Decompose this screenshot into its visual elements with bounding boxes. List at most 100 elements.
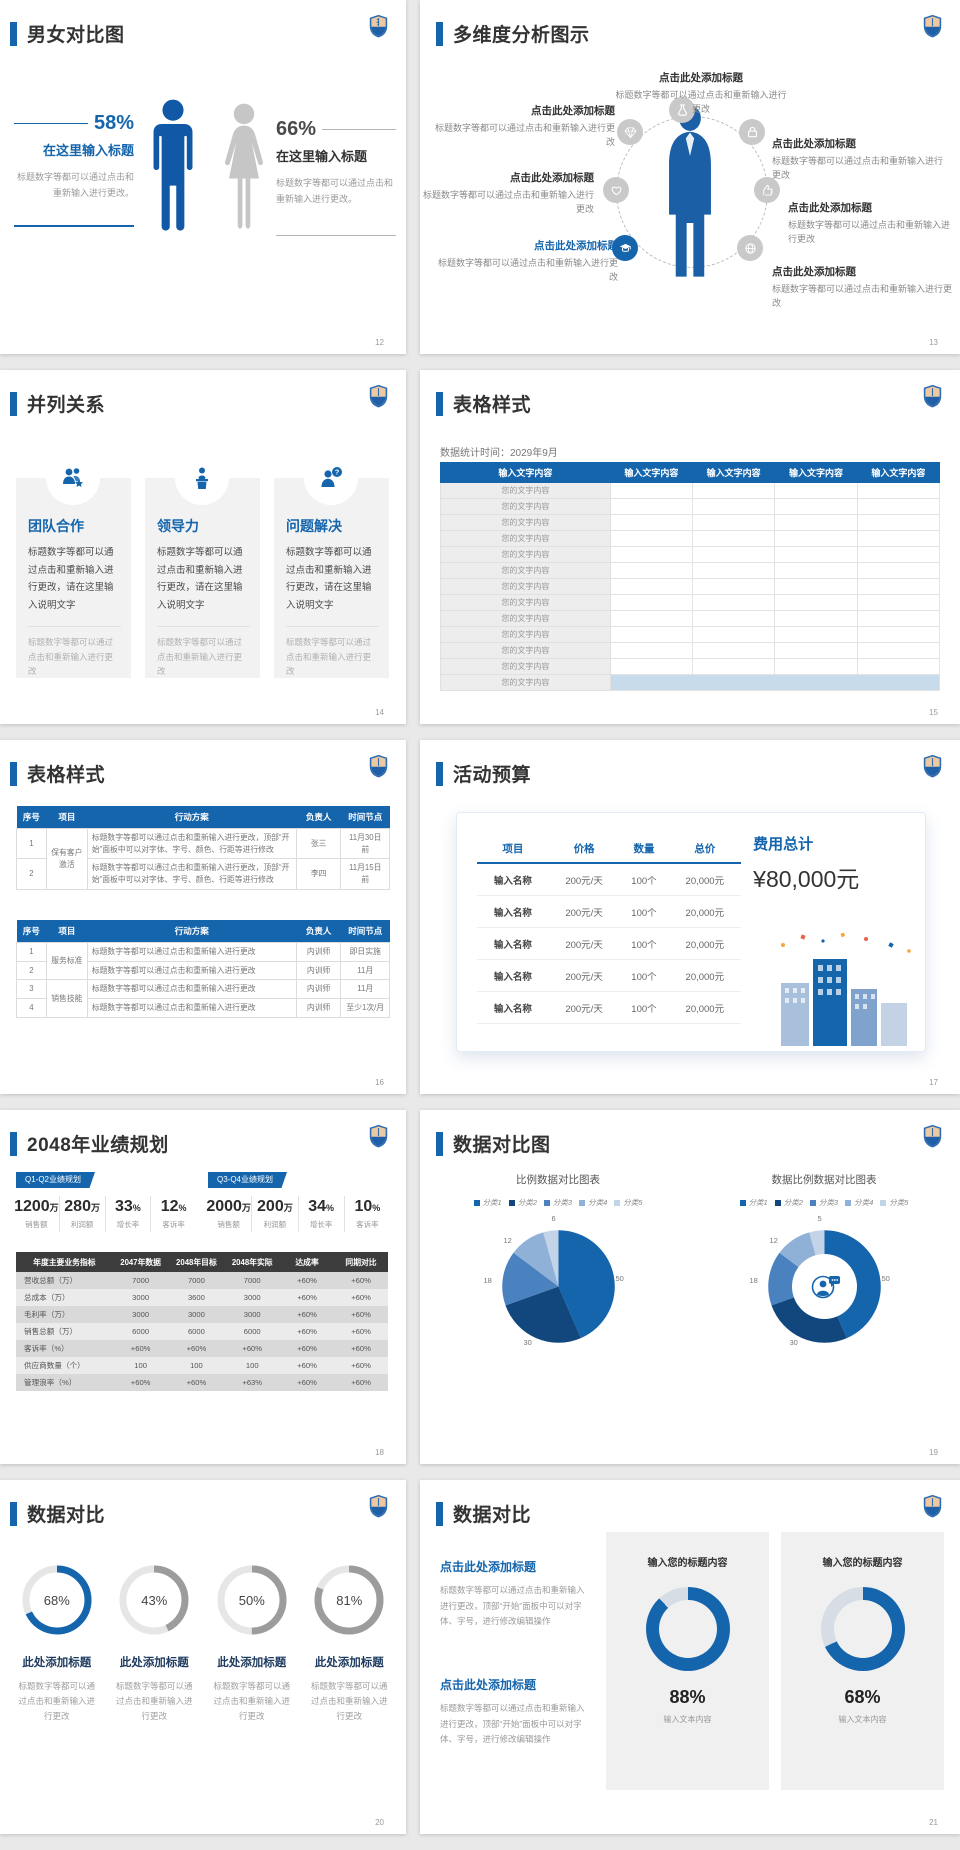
chart-legend: 分类1 分类2 分类3 分类4 分类5 [438, 1197, 678, 1208]
column-header: 2047年数据 [112, 1252, 169, 1272]
donut-chart: 50 30 18 12 5 [750, 1214, 890, 1349]
shield-logo-icon [923, 754, 942, 783]
table-header-row: 输入文字内容 输入文字内容 输入文字内容 输入文字内容 输入文字内容 [440, 462, 941, 483]
table-row: 您的文字内容 [440, 530, 941, 547]
metrics-q1-q2: 1200万 销售额 280万 利润额 33% 增长率 12% 客诉率 [14, 1196, 196, 1232]
column-header: 时间节点 [340, 920, 390, 943]
gauge-heading: 此处添加标题 [314, 1657, 384, 1669]
legend-swatch [845, 1199, 852, 1206]
table-row: 您的文字内容 [440, 626, 941, 643]
gauge-percent: 81% [336, 1592, 363, 1608]
table-row: 2 标题数字等都可以通过点击和重新输入进行更改，顶部“开始”面板中可以对字体、字… [16, 858, 390, 890]
pie-label: 30 [523, 1338, 532, 1347]
legend-item: 分类4 [845, 1197, 873, 1208]
table-row: 营收总额（万） 7000 7000 7000 +60% +60% [16, 1272, 388, 1289]
slide-title: 男女对比图 [10, 20, 125, 47]
column-header: 行动方案 [87, 920, 297, 943]
thumbs-up-icon [754, 177, 780, 203]
table-row: 4 标题数字等都可以通过点击和重新输入进行更改 内训师 至少1次/月 [16, 998, 390, 1018]
legend-swatch [579, 1199, 586, 1206]
column-header: 输入文字内容 [440, 462, 611, 483]
slide-19-data-comparison-charts[interactable]: 数据对比图 比例数据对比图表 分类1 分类2 分类3 分类4 分类5 [420, 1110, 960, 1464]
column-header: 行动方案 [87, 806, 297, 829]
donut-label: 50 [881, 1274, 890, 1283]
table-row: 输入名称 200元/天 100个 20,000元 [477, 991, 742, 1024]
table-row: 您的文字内容 [440, 610, 941, 627]
table-row: 您的文字内容 [440, 482, 941, 499]
panel-title: 输入您的标题内容 [822, 1558, 903, 1569]
shield-logo-icon [369, 1494, 388, 1523]
slide-14-parallel-relation[interactable]: 并列关系 团队合作 标题数字等都可以通过点击和重新输入进行更改，请在这里输入说明… [0, 370, 406, 724]
legend-swatch [739, 1199, 746, 1206]
donut-hole [658, 1600, 717, 1658]
title-accent-bar [10, 761, 17, 786]
parallel-cards: 团队合作 标题数字等都可以通过点击和重新输入进行更改，请在这里输入说明文字 标题… [16, 451, 389, 678]
column-header: 输入文字内容 [609, 462, 693, 483]
column-header: 价格 [548, 835, 620, 864]
shield-logo-icon [923, 14, 942, 43]
page-number: 14 [375, 708, 384, 717]
slide-13-multi-dimension-analysis[interactable]: 多维度分析图示 点击此处添加标题 标题数字等都可以通过点击和重新输入进行更改 点… [420, 0, 960, 354]
legend-swatch [508, 1199, 515, 1206]
table-row: 您的文字内容 [440, 546, 941, 563]
shield-logo-icon [369, 384, 388, 413]
page-number: 21 [929, 1818, 938, 1827]
gauge-caption: 标题数字等都可以通过点击和重新输入进行更改 [213, 1681, 290, 1721]
legend-swatch [809, 1199, 816, 1206]
data-period-note: 数据统计时间：2029年9月 [440, 448, 558, 459]
table-row: 3 销售技能 标题数字等都可以通过点击和重新输入进行更改 内训师 11月 [16, 979, 390, 1018]
title-accent-bar [436, 1131, 443, 1156]
gauge-block: 81% 此处添加标题 标题数字等都可以通过点击和重新输入进行更改 [301, 1564, 399, 1724]
column-header: 同期对比 [334, 1252, 388, 1272]
callout-lower-right: 点击此处添加标题 标题数字等都可以通过点击和重新输入进行更改 [772, 266, 953, 309]
shield-logo-icon [923, 384, 942, 413]
column-header: 输入文字内容 [856, 462, 941, 483]
slide-12-male-female-comparison[interactable]: 男女对比图 58% 在这里输入标题 标题数字等都可以通过点击和重新输入进行更改。 [0, 0, 406, 354]
panel-percent: 88% [669, 1687, 706, 1707]
diamond-icon [617, 119, 643, 145]
table-row: 1 服务标准 标题数字等都可以通过点击和重新输入进行更改 内训师 即日实施 [16, 941, 390, 981]
stat-panel: 输入您的标题内容 68% 输入文本内容 [781, 1532, 944, 1790]
slide-17-activity-budget[interactable]: 活动预算 项目 价格 数量 总价 [420, 740, 960, 1094]
slide-18-performance-plan[interactable]: 2048年业绩规划 Q1-Q2业绩规划 Q3-Q4业绩规划 1200万 销售额 … [0, 1110, 406, 1464]
problem-solving-icon: ? [304, 451, 358, 505]
pie-label: 50 [615, 1274, 624, 1283]
shield-logo-icon [369, 14, 388, 43]
callout-top: 点击此处添加标题 标题数字等都可以通过点击和重新输入进行更改 [615, 72, 787, 115]
table-row: 输入名称 200元/天 100个 20,000元 [477, 863, 742, 896]
female-stat-heading: 在这里输入标题 [276, 149, 368, 164]
panel-percent: 68% [844, 1687, 881, 1707]
title-accent-bar [436, 391, 443, 416]
gauge-caption: 标题数字等都可以通过点击和重新输入进行更改 [310, 1681, 388, 1721]
page-title: 男女对比图 [27, 25, 125, 46]
donut-label: 18 [749, 1276, 758, 1285]
budget-summary: 费用总计 ¥80,000元 [747, 813, 925, 1051]
page-title: 表格样式 [27, 765, 106, 786]
title-accent-bar [10, 1131, 17, 1156]
donut-hole [833, 1600, 892, 1658]
table-row: 您的文字内容 [440, 562, 941, 579]
slide-16-table-style-plans[interactable]: 表格样式 序号 项目 行动方案 负责人 时间节点 1 [0, 740, 406, 1094]
table-row: 供应商数量（个） 100 100 100 +60% +60% [16, 1357, 388, 1374]
ribbon-q1-q2: Q1-Q2业绩规划 [16, 1172, 96, 1188]
column-header: 时间节点 [340, 806, 390, 829]
donut-label: 5 [817, 1214, 822, 1223]
ribbon-q3-q4: Q3-Q4业绩规划 [208, 1172, 288, 1188]
gauge-caption: 标题数字等都可以通过点击和重新输入进行更改 [115, 1681, 193, 1721]
shield-logo-icon [369, 1124, 388, 1153]
table-row: 您的文字内容 [440, 514, 941, 531]
slide-15-table-style[interactable]: 表格样式 数据统计时间：2029年9月 输入文字内容 输入文字内容 输入文字内容 输入… [420, 370, 960, 724]
svg-text:?: ? [335, 468, 340, 477]
column-header: 数量 [619, 835, 669, 864]
table-row: 输入名称 200元/天 100个 20,000元 [477, 959, 742, 992]
gauge-ring: 68% [21, 1564, 93, 1636]
globe-icon [737, 235, 763, 261]
stat-panel: 输入您的标题内容 88% 输入文本内容 [606, 1532, 769, 1790]
column-header: 序号 [16, 920, 47, 943]
slide-20-data-comparison-gauges[interactable]: 数据对比 68% 此处添加标题 标题数字等都可以通过点击和重新输入进行更改 43 [0, 1480, 406, 1834]
page-number: 12 [375, 338, 384, 347]
chart-title: 数据比例数据对比图表 [771, 1174, 877, 1186]
column-header: 2048年实际 [224, 1252, 281, 1272]
legend-item: 分类1 [739, 1197, 768, 1208]
slide-21-data-comparison-panels[interactable]: 数据对比 点击此处添加标题 标题数字等都可以通过点击和重新输入进行更改，顶部“开… [420, 1480, 960, 1834]
